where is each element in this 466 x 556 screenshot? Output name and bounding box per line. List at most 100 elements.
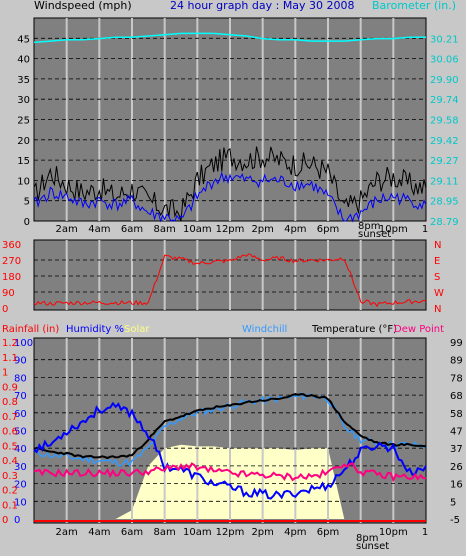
windspeed-axis-label: Windspeed (mph) [34, 0, 132, 12]
humidity-tick-label: 80 [14, 373, 27, 384]
humidity-tick-label: 100 [14, 338, 33, 349]
x-tick-label: 6pm [317, 527, 339, 538]
wind-panel-axes: 0 5 10 15 20 25 30 35 40 45 28.79 28.95 29.11 29.27 29… [17, 34, 458, 235]
wind-tick-label: 30 [17, 95, 30, 106]
dewpoint-line [33, 462, 427, 483]
humidity-line [33, 401, 427, 500]
compass-label: N [434, 304, 441, 315]
barometer-line [33, 32, 426, 44]
x-tick-end: 1 [422, 224, 428, 235]
baro-tick-label: 29.11 [430, 176, 459, 187]
baro-tick-label: 30.06 [430, 55, 459, 66]
rain-tick-label: 0.8 [2, 397, 18, 408]
baro-tick-label: 29.58 [430, 116, 459, 127]
baro-tick-label: 28.95 [430, 197, 459, 208]
x-tick-label: 10am [183, 527, 212, 538]
x-tick-label: 6am [121, 527, 143, 538]
wind-tick-label: 5 [24, 197, 30, 208]
baro-tick-label: 29.42 [430, 136, 459, 147]
baro-tick-label: 29.27 [430, 156, 459, 167]
direction-tick-label: 180 [2, 272, 21, 283]
humidity-tick-label: 90 [14, 356, 27, 367]
x-tick-label: 12pm [216, 224, 245, 235]
x-tick-label: 12pm [216, 527, 245, 538]
compass-label: N [434, 240, 441, 251]
temp-tick-label: 78 [450, 373, 463, 384]
graph-title: 24 hour graph day : May 30 2008 [170, 0, 355, 12]
rain-tick-label: 1.2 [2, 338, 18, 349]
x-tick-label: 2pm [251, 527, 273, 538]
temperature-axis-label: Temperature (°F) [311, 324, 397, 335]
direction-panel-grid [34, 240, 426, 310]
wind-tick-label: 45 [17, 34, 30, 45]
wind-tick-label: 35 [17, 75, 30, 86]
wind-tick-label: 20 [17, 136, 30, 147]
sunset-marker-label-3: 8pm sunset [356, 533, 389, 552]
x-tick-label: 6pm [317, 224, 339, 235]
humidity-tick-label: 30 [14, 462, 27, 473]
x-tick-label: 4am [88, 527, 110, 538]
wind-tick-label: 0 [24, 217, 30, 228]
direction-panel-axes: 0 N 90 W 180 S 270 E 360 N [2, 240, 444, 315]
rain-tick-label: 0 [2, 515, 8, 526]
temp-tick-label: 37 [450, 444, 463, 455]
temp-tick-label: 68 [450, 391, 463, 402]
rain-tick-label: 0.2 [2, 486, 18, 497]
temp-tick-label: 99 [450, 338, 463, 349]
temp-tick-label: 5 [450, 497, 456, 508]
rain-tick-label: 1.1 [2, 353, 18, 364]
temp-tick-label: 89 [450, 356, 463, 367]
baro-tick-label: 30.21 [430, 34, 459, 45]
wind-tick-label: 10 [17, 176, 30, 187]
rain-tick-label: 0.6 [2, 427, 18, 438]
x-tick-label: 10pm [379, 224, 408, 235]
humidity-tick-label: 60 [14, 409, 27, 420]
x-tick-label: 2am [56, 527, 78, 538]
rain-tick-label: 1 [2, 368, 8, 379]
rain-tick-label: 0.5 [2, 441, 18, 452]
wind-tick-label: 40 [17, 55, 30, 66]
x-tick-label: 4pm [284, 224, 306, 235]
x-tick-label: 10am [183, 224, 212, 235]
rain-tick-label: 0.7 [2, 412, 18, 423]
x-tick-end: 1 [422, 527, 428, 538]
temp-tick-label: 47 [450, 427, 463, 438]
rain-tick-label: 0.3 [2, 471, 18, 482]
compass-label: E [434, 256, 440, 267]
x-tick-label: 10pm [379, 527, 408, 538]
x-tick-label: 8am [154, 527, 176, 538]
temp-tick-label: -5 [450, 515, 460, 526]
humidity-tick-label: 70 [14, 391, 27, 402]
humidity-tick-label: 10 [14, 497, 27, 508]
humidity-axis-label: Humidity % [66, 324, 124, 335]
humidity-tick-label: 40 [14, 444, 27, 455]
x-tick-label: 6am [121, 224, 143, 235]
wind-tick-label: 15 [17, 156, 30, 167]
windchill-axis-label: Windchill [242, 324, 287, 335]
barometer-axis-label: Barometer (in.) [372, 0, 456, 12]
temp-tick-label: 16 [450, 480, 463, 491]
rain-tick-label: 0.9 [2, 382, 18, 393]
wind-panel-grid [34, 18, 426, 221]
solar-axis-label: Solar [124, 324, 150, 335]
direction-tick-label: 90 [2, 288, 15, 299]
direction-tick-label: 270 [2, 256, 21, 267]
x-tick-label: 4pm [284, 527, 306, 538]
x-tick-label: 2pm [251, 224, 273, 235]
rain-tick-label: 0.1 [2, 500, 18, 511]
baro-tick-label: 29.90 [430, 75, 459, 86]
wind-tick-label: 25 [17, 116, 30, 127]
wind-gust-line [33, 146, 427, 222]
windspeed-line [33, 171, 427, 223]
compass-label: S [434, 272, 440, 283]
humidity-tick-label: 0 [14, 515, 20, 526]
direction-tick-label: 360 [2, 240, 21, 251]
x-tick-label: 2am [56, 224, 78, 235]
rain-tick-label: 0.4 [2, 456, 18, 467]
humidity-tick-label: 20 [14, 480, 27, 491]
compass-label: W [434, 288, 444, 299]
wind-direction-line [33, 253, 427, 308]
dewpoint-axis-label: Dew Point [394, 324, 444, 335]
